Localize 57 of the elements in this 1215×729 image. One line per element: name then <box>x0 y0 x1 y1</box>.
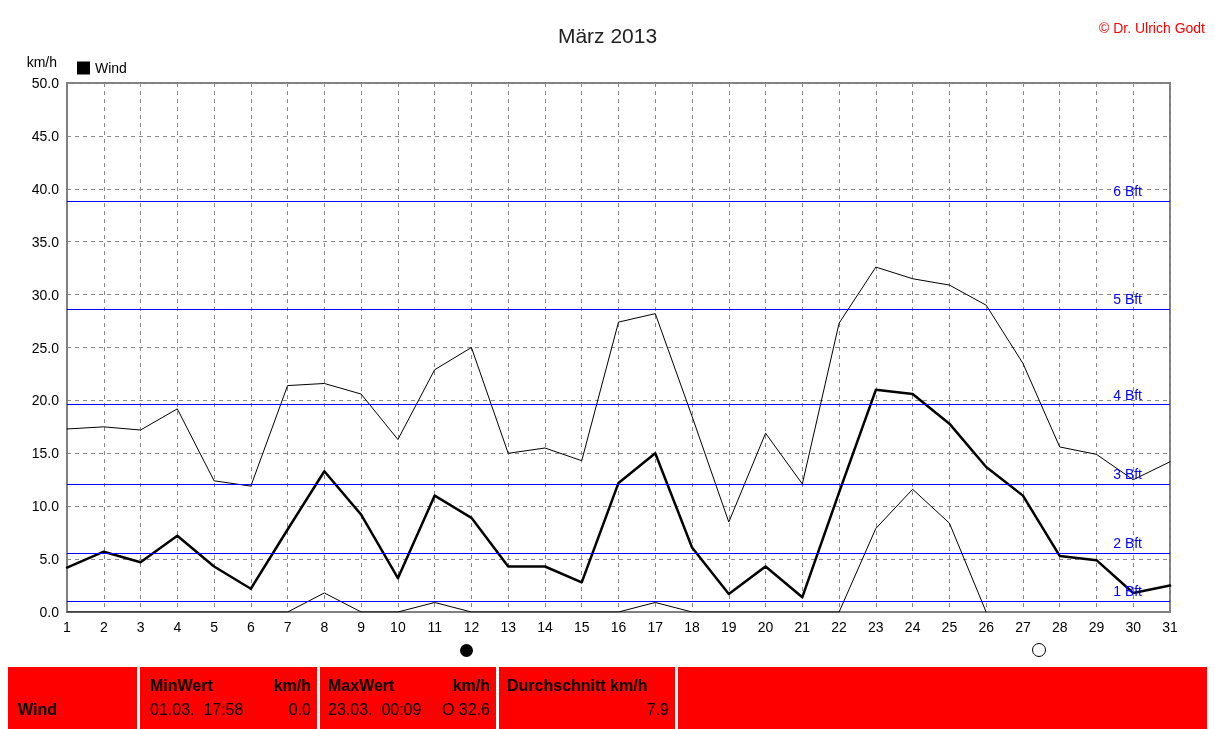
line-series <box>65 388 1172 599</box>
x-tick-label: 13 <box>500 619 517 635</box>
table-cell: Durchschnitt km/h 7.9 <box>499 667 675 729</box>
x-tick-label: 26 <box>978 619 995 635</box>
y-tick-label: 15.0 <box>31 445 60 462</box>
x-tick-label: 18 <box>684 619 701 635</box>
x-tick-label: 31 <box>1162 619 1178 635</box>
table-cell: MaxWert km/h 23.03. 00:09 O 32.6 <box>320 667 496 729</box>
ref-line-label: 4 Bft <box>1113 386 1143 403</box>
x-tick-label: 25 <box>941 619 958 635</box>
x-tick-label: 24 <box>904 619 921 635</box>
x-tick-label: 10 <box>390 619 406 635</box>
x-tick-label: 5 <box>210 619 219 635</box>
chart-title: März 2013 <box>557 24 658 47</box>
x-tick-label: 15 <box>573 619 590 635</box>
y-tick-label: 5.0 <box>39 551 60 568</box>
x-tick-label: 29 <box>1088 619 1105 635</box>
x-tick-label: 11 <box>427 619 443 635</box>
ref-line-label: 2 Bft <box>1113 534 1143 551</box>
x-tick-label: 20 <box>757 619 774 635</box>
y-tick-label: 45.0 <box>31 127 60 144</box>
y-tick-label: 10.0 <box>31 498 60 515</box>
y-tick-label: 50.0 <box>31 75 60 91</box>
x-tick-label: 17 <box>647 619 664 635</box>
x-tick-label: 23 <box>868 619 884 635</box>
y-tick-label: 0.0 <box>39 604 60 620</box>
y-axis-title: km/h <box>26 54 57 70</box>
line-series <box>66 488 987 613</box>
x-tick-label: 4 <box>173 619 182 635</box>
y-tick-label: 25.0 <box>31 339 60 356</box>
line-series <box>66 266 1171 523</box>
ref-line-label: 6 Bft <box>1113 183 1143 200</box>
table-cell: Wind <box>8 667 137 729</box>
y-tick-label: 40.0 <box>31 180 60 197</box>
x-tick-label: 21 <box>794 619 811 635</box>
legend-label: Wind <box>95 60 127 76</box>
y-tick-label: 35.0 <box>31 233 60 250</box>
text: © Dr. Ulrich Godt <box>1098 20 1205 36</box>
x-tick-label: 9 <box>357 619 366 635</box>
table-cell: MinWert km/h 01.03. 17:58 0.0 <box>140 667 317 729</box>
x-tick-label: 30 <box>1125 619 1142 635</box>
x-tick-label: 3 <box>136 619 145 635</box>
ref-line-label: 5 Bft <box>1113 291 1143 308</box>
x-tick-label: 6 <box>246 619 255 635</box>
x-tick-label: 1 <box>63 619 72 635</box>
x-tick-label: 28 <box>1051 619 1068 635</box>
x-tick-label: 19 <box>721 619 737 635</box>
x-tick-label: 22 <box>831 619 848 635</box>
x-tick-label: 12 <box>463 619 480 635</box>
x-tick-label: 8 <box>320 619 329 635</box>
x-tick-label: 14 <box>537 619 553 635</box>
x-tick-label: 7 <box>283 619 292 635</box>
y-tick-label: 20.0 <box>31 392 60 409</box>
y-tick-label: 30.0 <box>31 286 60 303</box>
x-tick-label: 27 <box>1015 619 1031 635</box>
x-tick-label: 16 <box>610 619 627 635</box>
x-tick-label: 2 <box>99 619 108 635</box>
